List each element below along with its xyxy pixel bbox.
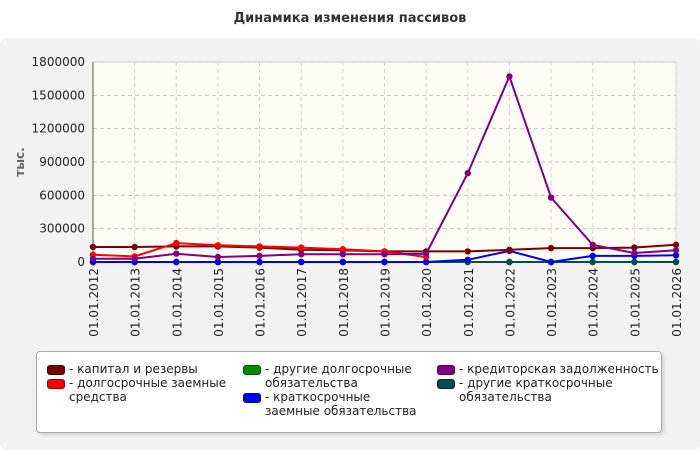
y-tick-label: 1200000 bbox=[32, 122, 85, 136]
data-point bbox=[381, 251, 388, 258]
data-point bbox=[547, 194, 555, 201]
x-tick-label: 01.01.2022 bbox=[503, 268, 517, 337]
data-point bbox=[422, 250, 430, 257]
x-tick-label: 01.01.2025 bbox=[628, 268, 642, 337]
legend-item-short-term-loans: - краткосрочные заемные обязательства bbox=[243, 390, 428, 418]
data-point bbox=[672, 247, 680, 254]
y-axis-label: тыс. bbox=[13, 147, 27, 176]
x-tick-label: 01.01.2012 bbox=[87, 268, 101, 337]
legend-item-other-long-term: - другие долгосрочные обязательства bbox=[243, 362, 428, 390]
data-point bbox=[506, 246, 513, 253]
y-tick-label: 1800000 bbox=[32, 55, 85, 69]
data-point bbox=[464, 169, 471, 177]
data-point bbox=[214, 258, 222, 266]
data-point bbox=[422, 258, 430, 266]
legend-label: - другие долгосрочные обязательства bbox=[265, 362, 412, 390]
legend-swatch bbox=[437, 379, 455, 389]
data-point bbox=[173, 258, 180, 266]
data-point bbox=[339, 258, 347, 266]
data-point bbox=[298, 244, 305, 251]
x-tick-label: 01.01.2019 bbox=[379, 268, 393, 337]
data-point bbox=[339, 251, 347, 258]
data-point bbox=[89, 255, 97, 262]
legend-item-payables: - кредиторская задолженность bbox=[437, 362, 659, 376]
y-tick-label: 600000 bbox=[39, 188, 85, 202]
data-point bbox=[298, 251, 305, 258]
x-tick-label: 01.01.2015 bbox=[212, 268, 226, 337]
x-tick-label: 01.01.2020 bbox=[420, 268, 434, 337]
data-point bbox=[547, 244, 555, 252]
y-tick-label: 300000 bbox=[39, 222, 85, 236]
data-point bbox=[672, 252, 680, 259]
legend-item-other-short-term: - другие краткосрочные обязательства bbox=[437, 376, 637, 404]
legend-label: - капитал и резервы bbox=[69, 362, 198, 376]
legend-swatch bbox=[243, 365, 261, 375]
data-point bbox=[631, 258, 638, 266]
data-point bbox=[589, 252, 596, 260]
y-tick-label: 900000 bbox=[39, 155, 85, 169]
data-point bbox=[631, 249, 638, 257]
data-point bbox=[89, 243, 97, 251]
data-point bbox=[589, 258, 596, 266]
chart-title: Динамика изменения пассивов bbox=[233, 11, 467, 26]
data-point bbox=[131, 243, 138, 251]
data-point bbox=[464, 256, 471, 263]
legend-swatch bbox=[47, 365, 65, 375]
legend-item-capital: - капитал и резервы bbox=[47, 362, 237, 376]
legend-swatch bbox=[437, 365, 455, 375]
series-3 bbox=[89, 247, 680, 266]
data-point bbox=[173, 250, 180, 257]
data-point bbox=[256, 258, 263, 266]
y-tick-label: 0 bbox=[77, 255, 85, 269]
x-tick-label: 01.01.2017 bbox=[295, 268, 309, 337]
x-tick-label: 01.01.2024 bbox=[587, 268, 601, 337]
data-point bbox=[589, 241, 596, 248]
data-point bbox=[547, 258, 555, 266]
series-4 bbox=[89, 73, 680, 262]
legend-swatch bbox=[243, 393, 261, 403]
chart-legend: - капитал и резервы - долгосрочные заемн… bbox=[36, 351, 662, 433]
legend-item-long-term-loans: - долгосрочные заемные средства bbox=[47, 376, 237, 404]
data-point bbox=[672, 258, 680, 266]
data-point bbox=[256, 243, 263, 250]
data-point bbox=[631, 244, 638, 251]
data-point bbox=[464, 248, 471, 255]
data-point bbox=[214, 242, 222, 249]
y-tick-label: 1500000 bbox=[32, 88, 85, 102]
data-point bbox=[506, 258, 513, 266]
legend-label: - кредиторская задолженность bbox=[459, 362, 659, 376]
x-tick-label: 01.01.2023 bbox=[545, 268, 559, 337]
x-tick-label: 01.01.2016 bbox=[254, 268, 268, 337]
data-point bbox=[339, 246, 347, 253]
data-point bbox=[131, 255, 138, 262]
data-point bbox=[672, 241, 680, 248]
data-point bbox=[173, 239, 180, 247]
data-point bbox=[506, 73, 513, 80]
x-tick-label: 01.01.2021 bbox=[462, 268, 476, 337]
data-point bbox=[256, 252, 263, 260]
legend-label: - другие краткосрочные обязательства bbox=[459, 376, 613, 404]
x-tick-label: 01.01.2018 bbox=[337, 268, 351, 337]
x-tick-label: 01.01.2014 bbox=[170, 268, 184, 337]
x-tick-label: 01.01.2026 bbox=[670, 268, 684, 337]
legend-label: - краткосрочные заемные обязательства bbox=[265, 390, 417, 418]
legend-swatch bbox=[47, 379, 65, 389]
data-point bbox=[381, 258, 388, 266]
x-tick-label: 01.01.2013 bbox=[129, 268, 143, 337]
data-point bbox=[298, 258, 305, 266]
data-point bbox=[214, 253, 222, 261]
legend-label: - долгосрочные заемные средства bbox=[69, 376, 227, 404]
